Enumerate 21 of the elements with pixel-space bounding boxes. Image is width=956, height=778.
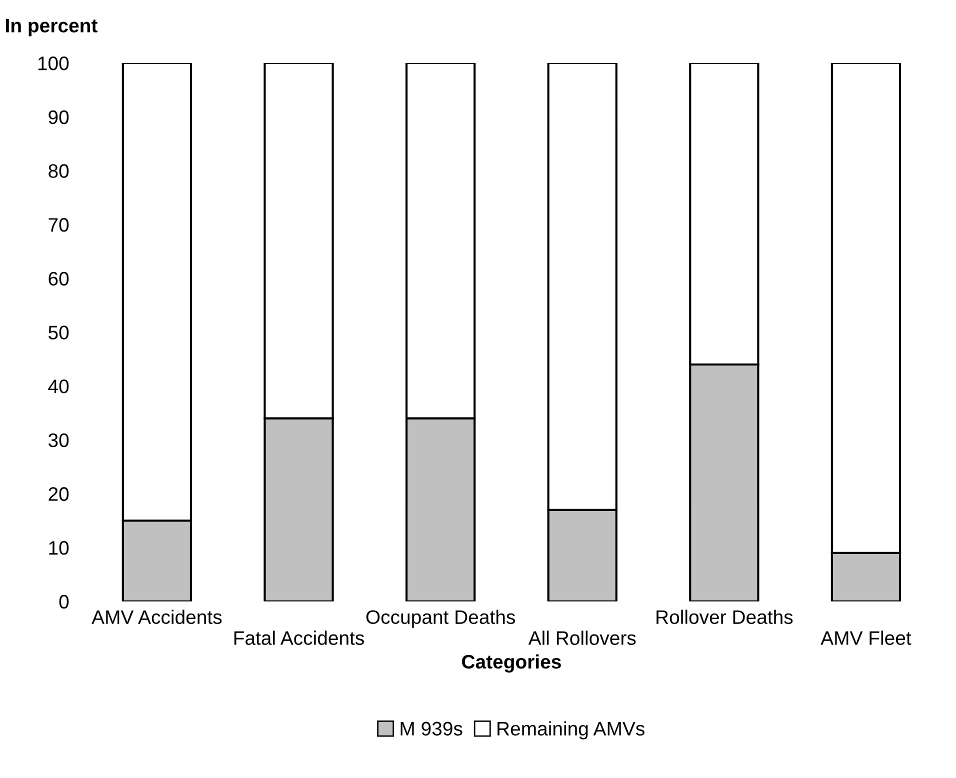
y-axis-title: In percent xyxy=(6,18,98,36)
x-tick-label: All Rollovers xyxy=(528,630,636,645)
y-tick-label: 60 xyxy=(48,272,69,286)
y-tick-label: 0 xyxy=(59,594,69,609)
y-tick-label: 90 xyxy=(48,110,69,124)
y-tick-label: 100 xyxy=(38,56,69,70)
y-tick-label: 70 xyxy=(48,218,69,232)
x-tick-label: AMV Accidents xyxy=(92,610,222,624)
x-tick-label: Occupant Deaths xyxy=(366,610,515,628)
y-tick-label: 20 xyxy=(48,487,69,501)
legend-label: Remaining AMVs xyxy=(498,721,644,740)
x-tick-label: Fatal Accidents xyxy=(234,630,364,645)
x-tick-label: Rollover Deaths xyxy=(656,610,793,624)
y-tick-label: 80 xyxy=(48,164,69,178)
legend-label: M 939s xyxy=(400,722,462,736)
x-tick-label: AMV Fleet xyxy=(820,630,912,645)
y-tick-label: 50 xyxy=(48,326,69,340)
y-tick-label: 10 xyxy=(49,541,69,555)
x-axis-title: Categories xyxy=(462,654,561,673)
y-tick-label: 40 xyxy=(48,380,69,394)
y-tick-label: 30 xyxy=(48,433,69,448)
